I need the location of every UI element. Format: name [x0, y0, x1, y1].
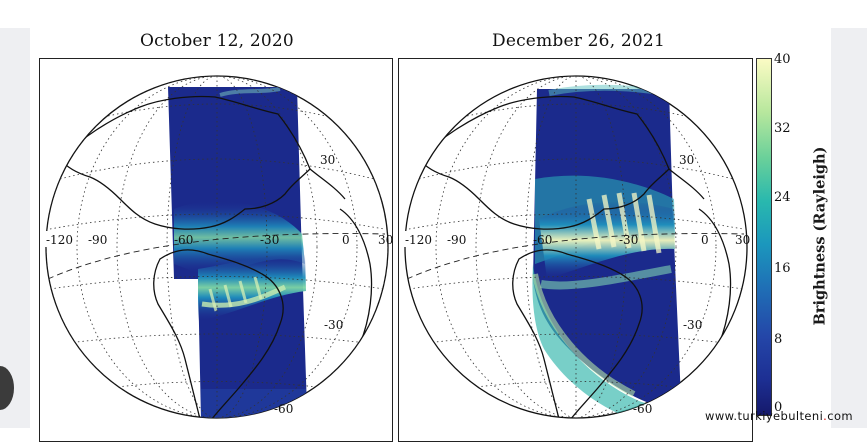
lon-label-minus60: -60	[174, 233, 193, 247]
colorbar-label: Brightness (Rayleigh)	[811, 146, 829, 326]
lon-label-0: 0	[701, 233, 709, 247]
swath-right	[532, 84, 681, 418]
lon-label-minus90: -90	[447, 233, 466, 247]
lat-label-minus30: -30	[683, 318, 702, 332]
watermark-text: www.turkiyebulteni	[705, 409, 824, 423]
lon-label-minus30: -30	[619, 233, 638, 247]
lat-label-minus30: -30	[324, 318, 343, 332]
globe-map-left: -120 -90 -60 -30 0 30 30 -30 -60	[44, 75, 393, 419]
right-gutter	[831, 28, 867, 428]
panel-title-left: October 12, 2020	[140, 31, 294, 51]
lat-label-minus60: -60	[633, 402, 652, 416]
left-gutter	[0, 28, 30, 428]
globe-panel-dec-2021: -120 -90 -60 -30 0 30 30 -30 -60	[398, 58, 753, 442]
coastlines-left	[59, 95, 373, 418]
lat-label-30: 30	[320, 153, 335, 167]
panel-title-right: December 26, 2021	[492, 31, 665, 51]
colorbar-tick-32: 32	[774, 121, 791, 136]
colorbar-tick-40: 40	[774, 52, 791, 67]
colorbar-tick-16: 16	[774, 261, 791, 276]
globe-panel-oct-2020: -120 -90 -60 -30 0 30 30 -30 -60	[39, 58, 393, 442]
colorbar-tick-8: 8	[774, 332, 783, 347]
lon-label-30: 30	[735, 233, 750, 247]
coastlines-right	[418, 95, 732, 418]
lat-label-30: 30	[679, 153, 694, 167]
watermark-tld: com	[827, 409, 853, 423]
colorbar-tick-0: 0	[774, 400, 783, 415]
lon-label-minus120: -120	[46, 233, 73, 247]
lon-label-30: 30	[378, 233, 393, 247]
lat-label-minus60: -60	[274, 402, 293, 416]
watermark-dot: .	[823, 409, 828, 423]
colorbar-tick-24: 24	[774, 190, 791, 205]
lon-label-minus30: -30	[260, 233, 279, 247]
graticule-left	[46, 76, 388, 418]
brightness-colorbar	[756, 58, 772, 416]
site-watermark: www.turkiyebulteni.com	[705, 409, 853, 423]
graticule-right	[408, 76, 744, 418]
airglow-figure: October 12, 2020 December 26, 2021	[30, 28, 830, 442]
lon-label-minus90: -90	[88, 233, 107, 247]
lon-label-minus120: -120	[405, 233, 432, 247]
globe-map-right: -120 -90 -60 -30 0 30 30 -30 -60	[403, 75, 750, 419]
lon-label-minus60: -60	[533, 233, 552, 247]
carousel-prev-button[interactable]	[0, 366, 14, 410]
lon-label-0: 0	[342, 233, 350, 247]
